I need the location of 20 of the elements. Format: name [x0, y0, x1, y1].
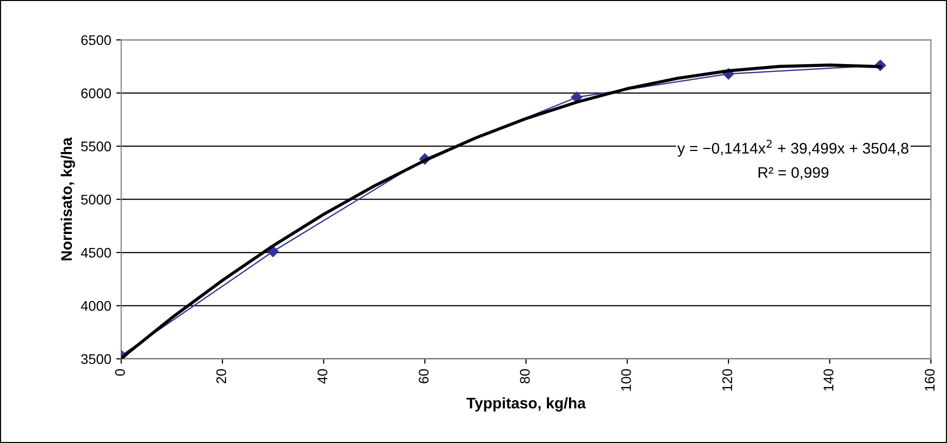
x-axis-title: Typpitaso, kg/ha — [466, 397, 586, 412]
y-tick-label: 4500 — [80, 248, 111, 258]
y-tick-label: 3500 — [81, 354, 111, 364]
y-tick-label: 6500 — [81, 35, 111, 46]
x-tick-label: 80 — [520, 369, 530, 384]
x-tick-label: 20 — [216, 369, 226, 384]
x-tick-label: 0 — [115, 369, 125, 376]
x-tick-label: 120 — [722, 369, 732, 391]
y-axis-title: Normisato, kg/ha — [60, 137, 76, 260]
x-tick-label: 160 — [924, 369, 935, 391]
y-tick-label: 5000 — [81, 194, 111, 205]
x-tick-label: 140 — [824, 369, 834, 391]
x-tick-label: 60 — [418, 369, 429, 384]
annotation: y = −0,1414x$^{2}$ + 39,499x + 3504,8 — [677, 140, 908, 157]
x-tick-label: 100 — [621, 369, 631, 391]
y-tick-label: 5500 — [81, 142, 111, 152]
y-tick-label: 4000 — [80, 301, 111, 311]
x-tick-label: 40 — [318, 369, 328, 384]
y-tick-label: 6000 — [81, 88, 111, 98]
annotation: R² = 0,999 — [758, 167, 828, 180]
